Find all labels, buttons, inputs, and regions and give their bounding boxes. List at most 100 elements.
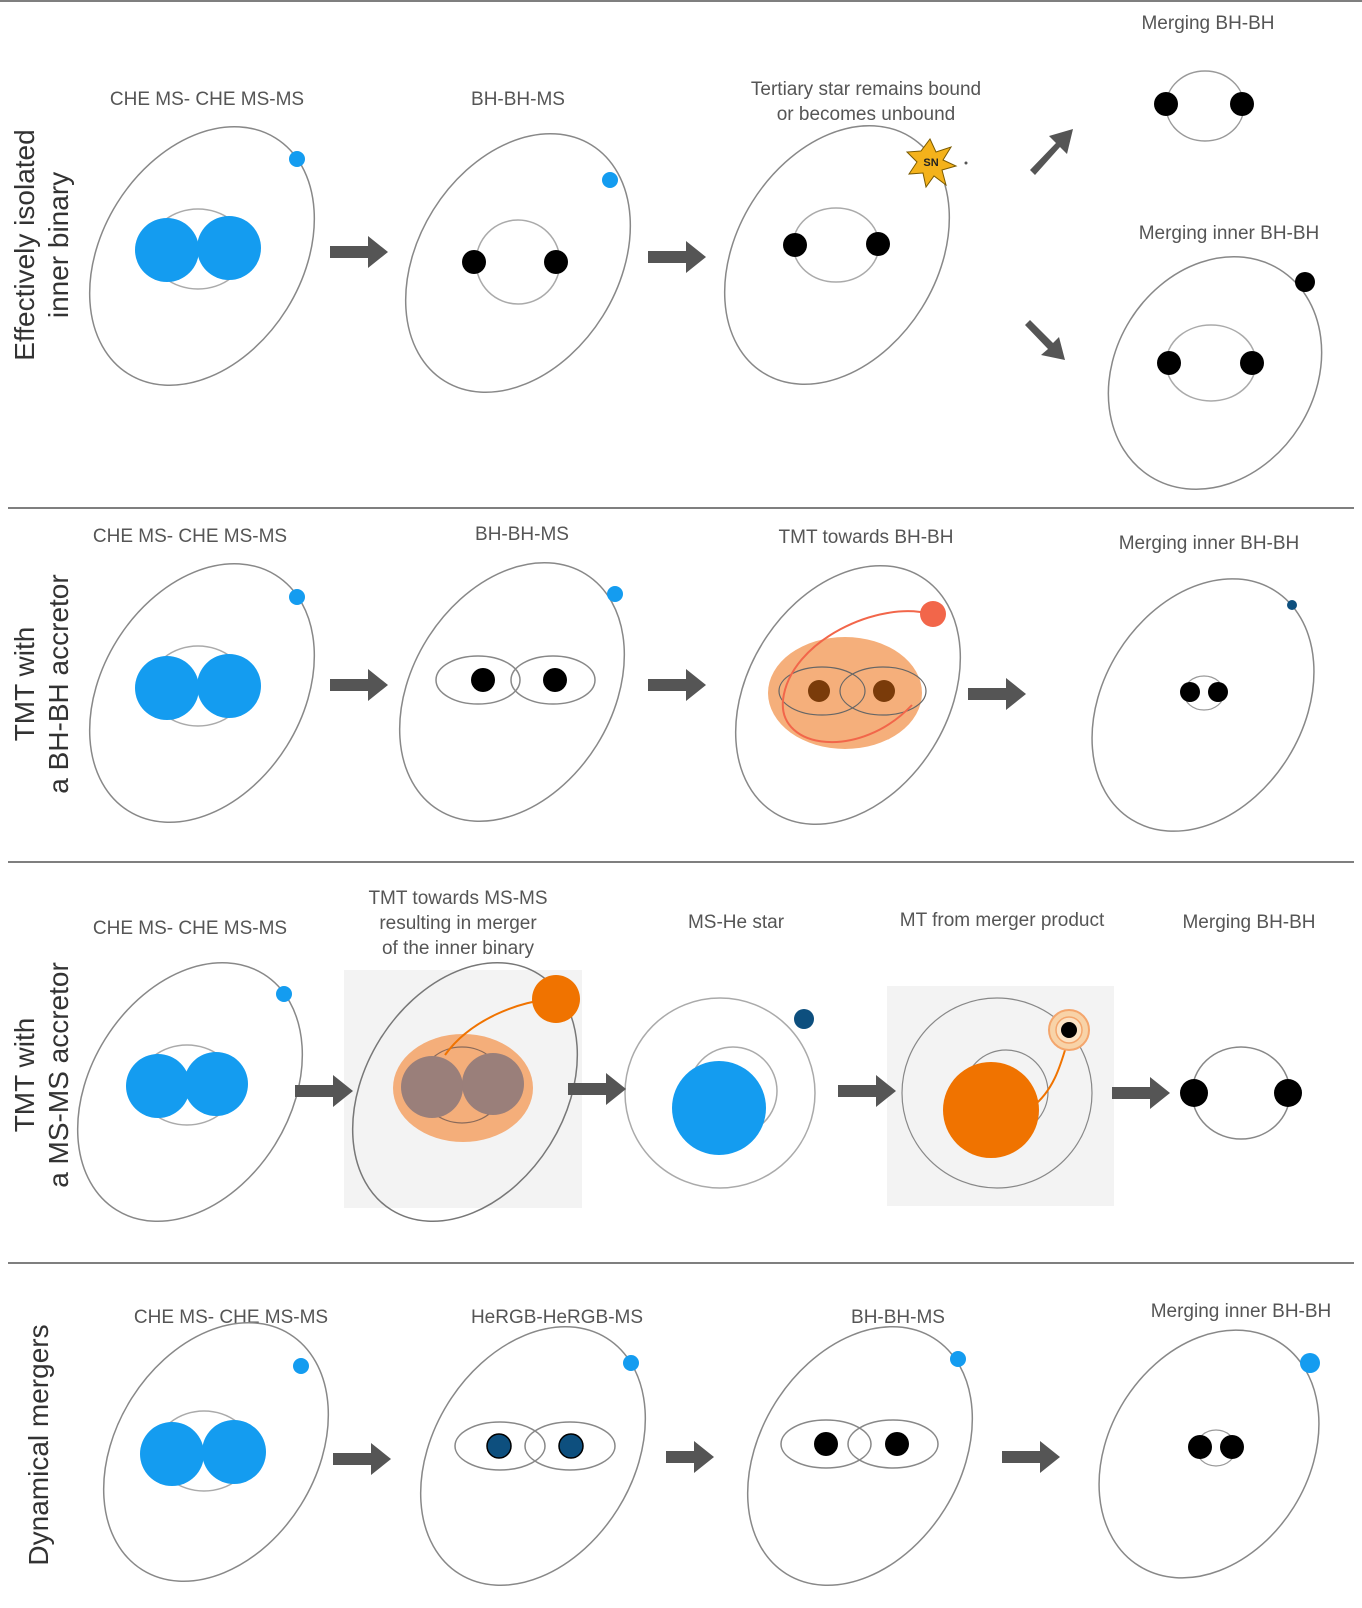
- black-hole: [544, 250, 568, 274]
- black-hole: [1220, 1435, 1244, 1459]
- stage-labels: CHE MS- CHE MS-MS BH-BH-MS Tertiary star…: [93, 13, 1331, 1328]
- tertiary-star: [276, 986, 292, 1002]
- row3-title-line1: TMT with: [9, 1018, 40, 1133]
- r1-label-merging-bhbh: Merging BH-BH: [1141, 13, 1274, 34]
- row4-hergb-system: [419, 1326, 647, 1586]
- supernova-icon: SN: [905, 138, 958, 189]
- black-hole-accreting: [873, 680, 895, 702]
- row3-tmt-panel: [344, 962, 582, 1222]
- outer-orbit: [102, 1322, 330, 1582]
- row4-bhbhms-system: [746, 1326, 974, 1586]
- row-separators: [0, 0, 1362, 1264]
- row-titles: Effectively isolated inner binary TMT wi…: [9, 129, 74, 1565]
- row2-title-line2: a BH-BH accretor: [43, 574, 74, 793]
- black-hole: [1295, 272, 1315, 292]
- ms-star: [126, 1054, 190, 1118]
- tertiary-star: [1300, 1353, 1320, 1373]
- black-hole: [814, 1432, 838, 1456]
- arrow-right-icon: [330, 669, 388, 701]
- row3-mt-panel: [887, 986, 1114, 1206]
- outer-orbit: [746, 1326, 974, 1586]
- outer-orbit: [1098, 1329, 1320, 1579]
- r3-label-tmt-1: TMT towards MS-MS: [368, 888, 547, 909]
- mass-transfer-stream: [781, 610, 931, 744]
- ms-star: [184, 1052, 248, 1116]
- row2-bhbhms-system: [398, 562, 626, 822]
- r3-label-mshe: MS-He star: [688, 912, 785, 933]
- row1-merging-bhbh: [1154, 70, 1254, 142]
- supernova-label: SN: [923, 157, 938, 169]
- r1-label-merging-inner: Merging inner BH-BH: [1139, 223, 1320, 244]
- black-hole: [1188, 1435, 1212, 1459]
- outer-orbit: [1107, 256, 1323, 490]
- outer-orbit: [76, 962, 304, 1222]
- outer-orbit: [88, 563, 316, 823]
- row4-title: Dynamical mergers: [23, 1324, 54, 1565]
- r1-label-tertiary-1: Tertiary star remains bound: [751, 79, 981, 100]
- black-hole: [1157, 351, 1181, 375]
- black-hole: [1180, 682, 1200, 702]
- tertiary-star: [293, 1358, 309, 1374]
- row2-arrows: [330, 669, 1026, 710]
- tertiary-star: [950, 1351, 966, 1367]
- ms-star: [140, 1422, 204, 1486]
- arrow-right-icon: [330, 236, 388, 268]
- r2-label-bhbhms: BH-BH-MS: [475, 524, 569, 545]
- donor-star: [532, 975, 580, 1023]
- circumbinary-envelope: [768, 637, 922, 749]
- merger-product-donor: [943, 1062, 1039, 1158]
- arrow-right-icon: [295, 1075, 353, 1107]
- outer-orbit: [351, 962, 579, 1222]
- r2-label-che: CHE MS- CHE MS-MS: [93, 526, 287, 547]
- arrow-right-icon: [666, 1441, 714, 1473]
- arrow-right-icon: [568, 1073, 626, 1105]
- row3-title-line2: a MS-MS accretor: [43, 962, 74, 1188]
- black-hole: [885, 1432, 909, 1456]
- row3-arrows: [295, 1073, 1170, 1109]
- row2-merging-inner: [1091, 578, 1315, 832]
- r4-label-hergb: HeRGB-HeRGB-MS: [471, 1307, 643, 1328]
- arrow-down-right-icon: [1025, 320, 1065, 360]
- row1-tertiary-system: [723, 125, 951, 385]
- ms-star-merging: [401, 1056, 463, 1118]
- r3-label-tmt-2: resulting in merger: [379, 913, 537, 934]
- black-hole: [1208, 682, 1228, 702]
- arrow-right-icon: [333, 1443, 391, 1475]
- outer-orbit: [624, 997, 816, 1189]
- donor-star: [920, 601, 946, 627]
- inner-orbit-a: [780, 1419, 872, 1469]
- black-hole: [866, 232, 890, 256]
- outer-orbit: [734, 565, 962, 825]
- outer-orbit: [398, 562, 626, 822]
- black-hole: [783, 233, 807, 257]
- merger-product-ms: [672, 1061, 766, 1155]
- outer-orbit: [419, 1326, 647, 1586]
- hergb-star: [486, 1433, 512, 1459]
- inner-orbit-a: [435, 655, 521, 705]
- row1-title-line2: inner binary: [43, 172, 74, 318]
- ms-star-merging: [462, 1053, 524, 1115]
- r3-label-che: CHE MS- CHE MS-MS: [93, 918, 287, 939]
- row1-title-line1: Effectively isolated: [9, 129, 40, 360]
- black-hole: [1230, 92, 1254, 116]
- r1-label-tertiary-2: or becomes unbound: [777, 104, 956, 125]
- tertiary-star: [623, 1355, 639, 1371]
- r1-label-bhbhms: BH-BH-MS: [471, 89, 565, 110]
- r3-label-mt: MT from merger product: [900, 910, 1105, 931]
- black-hole: [1240, 351, 1264, 375]
- black-hole: [543, 668, 567, 692]
- r3-label-tmt-3: of the inner binary: [382, 938, 535, 959]
- tertiary-star: [607, 586, 623, 602]
- r4-label-che: CHE MS- CHE MS-MS: [134, 1307, 328, 1328]
- black-hole: [471, 668, 495, 692]
- ms-star: [197, 654, 261, 718]
- outer-orbit: [723, 125, 951, 385]
- arrow-right-icon: [648, 669, 706, 701]
- r1-label-che: CHE MS- CHE MS-MS: [110, 89, 304, 110]
- arrow-right-icon: [838, 1075, 896, 1107]
- ejected-star-dot: [964, 161, 968, 165]
- tertiary-star: [289, 589, 305, 605]
- inner-orbit-a: [778, 666, 866, 716]
- row4-arrows: [333, 1441, 1060, 1475]
- ms-star: [135, 656, 199, 720]
